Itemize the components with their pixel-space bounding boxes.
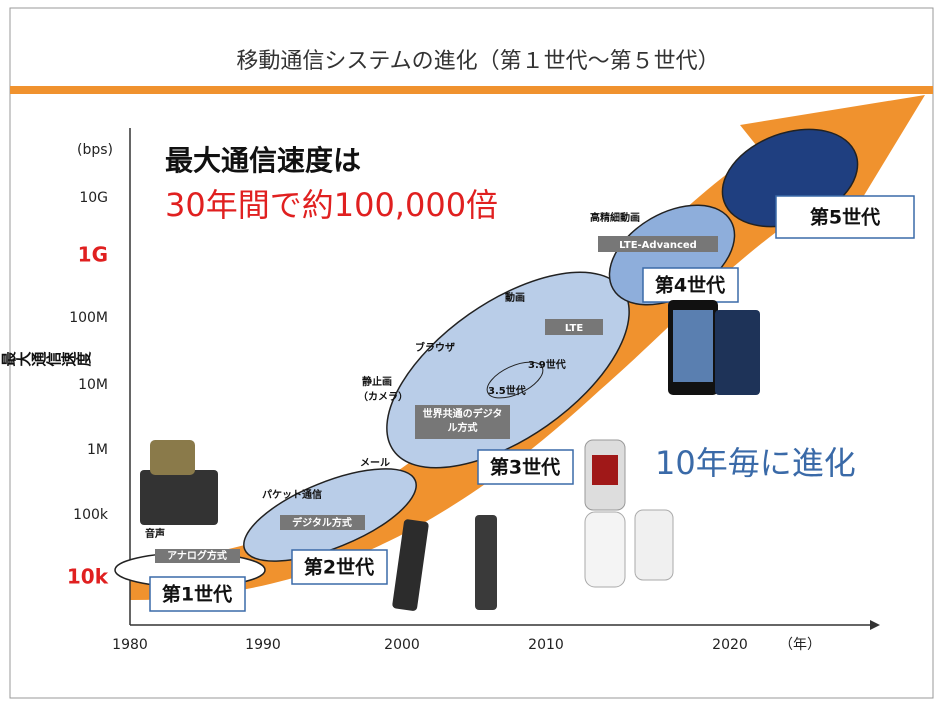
device-screen [673,310,713,382]
y-unit: (bps) [77,142,113,158]
x-tick-label: 1990 [245,637,281,653]
tag [280,515,365,530]
device [634,509,674,581]
y-tick-label: 100k [73,507,109,523]
tag-label: LTE-Advanced [619,240,697,251]
x-tick-label: 2020 [712,637,748,653]
note: 高精細動画 [590,211,640,224]
note: 3.9世代 [528,358,566,371]
gen35-ellipse [486,361,544,399]
y-tick-label: 100M [69,310,108,326]
gen-label: 第4世代 [655,274,725,297]
gen-label: 第5世代 [810,206,880,229]
note: 静止画 [362,375,392,388]
y-tick-label: 10M [78,377,108,393]
tag [598,236,718,252]
x-unit: （年） [779,637,821,653]
gen-box [291,549,388,585]
x-tick-label: 1980 [112,637,148,653]
note: （カメラ） [358,390,408,403]
gen-label: 第2世代 [304,556,374,579]
device [715,310,760,395]
device [150,440,195,475]
note: 音声 [145,527,165,540]
headline: 30年間で約100,000倍 [165,186,498,224]
note: パケット通信 [262,488,322,501]
gen-label: 第3世代 [490,456,560,479]
y-tick-label: 1M [87,442,108,458]
y-tick-label: 10k [67,565,109,589]
x-tick-label: 2010 [528,637,564,653]
y-tick-label: 1G [78,243,108,267]
device-screen [592,455,618,485]
tag-label: 世界共通のデジタル方式 [422,409,503,434]
headline: 最大通信速度は [165,144,361,177]
note: ブラウザ [415,341,455,354]
title-rule [10,86,933,94]
x-arrow [870,620,880,630]
gen-box [642,267,739,303]
gen-box [149,576,246,612]
gen-box [477,449,574,485]
device [475,515,497,610]
tag-wrap: 世界共通のデジタル方式 [422,409,503,434]
note: 動画 [505,291,525,304]
note: メール [360,457,390,469]
device [392,519,429,611]
title: 移動通信システムの進化（第１世代～第５世代） [236,49,719,74]
tag [545,319,603,335]
slogan: 10年毎に進化 [655,444,856,482]
note: 3.5世代 [488,384,526,397]
y-axis-label: 最大通信速度 [0,351,92,369]
y-tick-label: 10G [79,190,108,206]
tag-label: LTE [565,323,584,334]
device [140,470,218,525]
device [584,511,626,588]
tag [415,405,510,439]
x-tick-label: 2000 [384,637,420,653]
gen-box [775,195,915,239]
tag-label: デジタル方式 [292,516,352,529]
tag-label: アナログ方式 [167,549,227,562]
gen-label: 第1世代 [162,583,232,606]
tag [155,549,240,563]
